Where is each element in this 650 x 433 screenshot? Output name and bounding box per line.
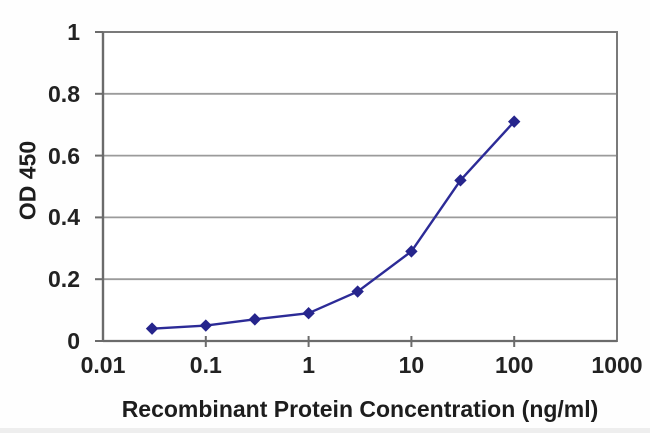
x-tick-label: 1	[302, 352, 315, 378]
x-tick-label: 100	[495, 352, 534, 378]
y-tick-label: 0.8	[48, 80, 80, 107]
y-tick-label: 0.4	[48, 204, 80, 231]
y-tick-label: 1	[67, 19, 80, 45]
image-bottom-edge-artifact	[0, 428, 650, 433]
y-tick-label: 0.6	[48, 142, 80, 169]
data-point-marker	[145, 322, 159, 335]
y-tick-label: 0.2	[48, 266, 80, 293]
y-tick-label: 0	[67, 328, 80, 354]
data-point-marker	[351, 285, 364, 298]
data-point-marker	[248, 313, 262, 326]
data-point-marker	[199, 319, 213, 332]
data-point-marker	[507, 115, 521, 128]
x-tick-label: 0.01	[80, 352, 126, 378]
y-axis-title: OD 450	[14, 140, 41, 221]
x-tick-label: 10	[398, 352, 425, 378]
x-axis-title: Recombinant Protein Concentration (ng/ml…	[121, 396, 599, 422]
x-tick-label: 1000	[591, 352, 643, 378]
data-line	[151, 120, 516, 330]
x-tick-label: 0.1	[189, 352, 222, 378]
data-point-marker	[405, 245, 418, 258]
data-point-marker	[454, 174, 467, 187]
data-point-marker	[302, 306, 315, 320]
